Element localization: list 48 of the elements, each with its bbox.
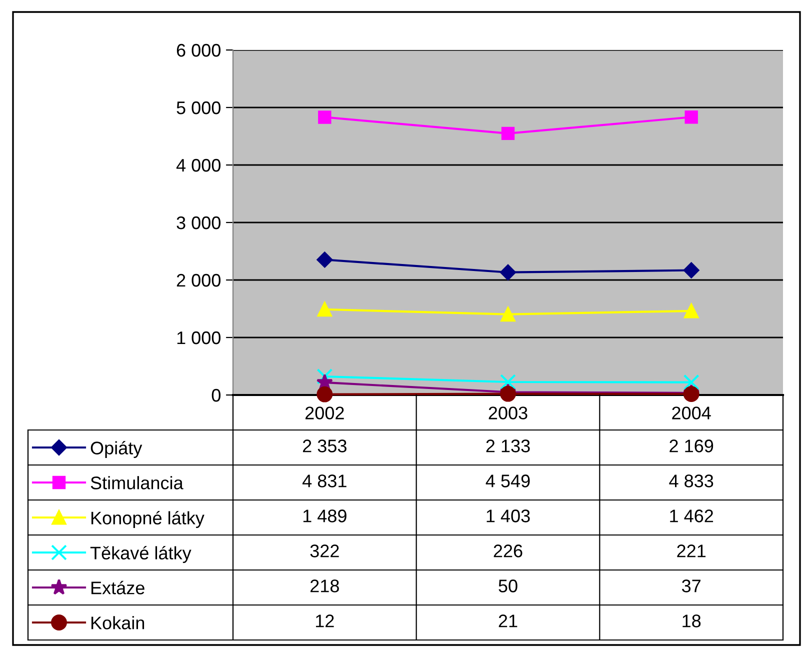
data-label: 218	[310, 580, 339, 592]
data-label: 2 133	[486, 440, 530, 452]
data-label: 322	[310, 544, 339, 558]
point	[684, 304, 699, 318]
legend-label: Kokain	[91, 616, 144, 630]
data-label: 4 831	[302, 474, 346, 488]
legend-label: Konopné látky	[91, 510, 204, 528]
legend-label: Opiáty	[90, 440, 142, 458]
x-tick-label: 2004	[672, 406, 711, 420]
y-tick-label: 2 000	[176, 274, 220, 287]
data-label: 50	[498, 580, 518, 592]
y-tick-label: 1 000	[177, 331, 220, 344]
y-tick-label: 5 000	[176, 101, 220, 114]
point	[500, 386, 516, 402]
y-tick-label: 6 000	[176, 44, 220, 57]
data-label: 37	[682, 580, 700, 592]
data-label: 1 403	[486, 510, 530, 522]
point	[500, 374, 516, 390]
point	[317, 302, 332, 317]
point	[501, 126, 515, 140]
data-label: 4 833	[669, 474, 714, 488]
y-tick-label: 4 000	[176, 158, 220, 172]
data-label: 4 549	[486, 474, 530, 488]
data-label: 2 169	[670, 440, 714, 452]
data-label: 21	[498, 614, 518, 628]
y-tick-label: 3 000	[176, 216, 220, 230]
point	[684, 110, 698, 124]
data-label: 12	[316, 614, 334, 628]
legend-label: Těkavé látky	[90, 546, 192, 564]
point	[316, 368, 333, 384]
point	[683, 374, 700, 390]
point	[316, 252, 333, 268]
point	[318, 110, 332, 124]
data-label: 1 489	[303, 510, 346, 522]
point	[500, 307, 516, 322]
legend-label: Extáze	[91, 580, 144, 594]
point	[316, 386, 333, 402]
x-tick-label: 2002	[305, 406, 344, 420]
y-tick-label: 0	[212, 388, 220, 402]
data-label: 18	[682, 614, 701, 628]
legend-label: Stimulancia	[90, 476, 184, 490]
data-label: 2 353	[302, 440, 346, 452]
point	[500, 264, 516, 280]
data-label: 221	[677, 544, 706, 558]
data-label: 1 462	[670, 510, 714, 522]
x-tick-label: 2003	[488, 406, 528, 420]
data-label: 226	[494, 544, 522, 558]
point	[683, 262, 700, 278]
